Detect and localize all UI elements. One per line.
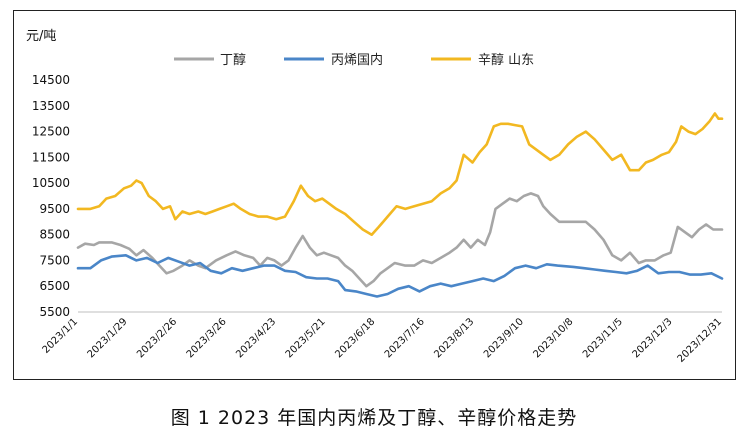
x-tick-label: 2023/6/18	[333, 316, 377, 360]
legend: 丁醇 丙烯国内 辛醇 山东	[174, 52, 534, 68]
x-tick-label: 2023/3/26	[185, 316, 229, 360]
x-tick-label: 2023/8/13	[432, 316, 476, 360]
y-tick-label: 5500	[39, 305, 70, 319]
x-tick-label: 2023/1/1	[41, 316, 81, 356]
y-axis-unit-label: 元/吨	[26, 29, 56, 44]
line-chart: 元/吨 丁醇 丙烯国内 辛醇 山东 5500 6500 7500 8500 9500 1050…	[26, 29, 725, 365]
x-axis-ticks: 2023/1/1 2023/1/29 2023/2/26 2023/3/26 2023/…	[41, 316, 725, 365]
y-tick-label: 13500	[32, 99, 70, 113]
x-tick-label: 2023/10/8	[531, 316, 575, 360]
y-tick-label: 10500	[32, 176, 70, 190]
x-tick-label: 2023/2/26	[135, 316, 179, 360]
x-tick-label: 2023/11/5	[581, 316, 625, 360]
x-tick-label: 2023/4/23	[234, 316, 278, 360]
y-tick-label: 12500	[32, 125, 70, 139]
legend-label: 丁醇	[220, 52, 246, 68]
chart-frame: 元/吨 丁醇 丙烯国内 辛醇 山东 5500 6500 7500 8500 9500 1050…	[13, 10, 736, 380]
x-tick-label: 2023/12/31	[676, 316, 725, 365]
figure-caption: 图 1 2023 年国内丙烯及丁醇、辛醇价格走势	[170, 407, 578, 429]
x-tick-label: 2023/5/21	[284, 316, 328, 360]
series-layer	[76, 112, 724, 298]
y-tick-label: 9500	[39, 202, 70, 216]
legend-label: 辛醇 山东	[478, 52, 534, 68]
x-tick-label: 2023/12/3	[631, 316, 675, 360]
series-line-0	[76, 192, 724, 288]
y-tick-label: 11500	[32, 150, 70, 164]
y-tick-label: 7500	[39, 253, 70, 267]
y-axis-ticks: 5500 6500 7500 8500 9500 10500 11500 12500 13500…	[32, 73, 70, 319]
x-tick-label: 2023/7/16	[383, 316, 427, 360]
y-tick-label: 8500	[39, 228, 70, 242]
legend-label: 丙烯国内	[331, 52, 383, 68]
series-line-1	[76, 254, 724, 298]
x-tick-label: 2023/9/10	[482, 316, 526, 360]
y-tick-label: 14500	[32, 73, 70, 87]
x-tick-label: 2023/1/29	[86, 316, 130, 360]
series-line-2	[76, 112, 724, 236]
y-tick-label: 6500	[39, 279, 70, 293]
